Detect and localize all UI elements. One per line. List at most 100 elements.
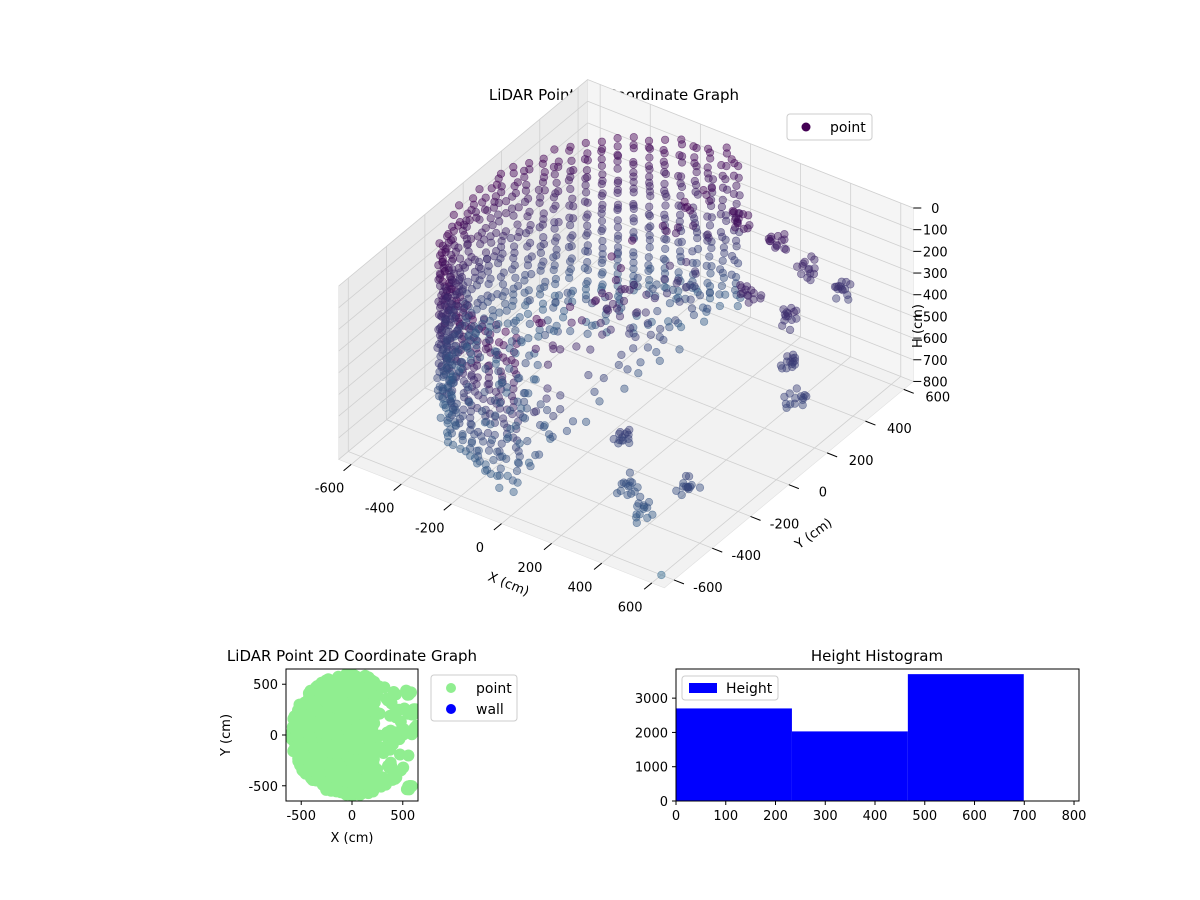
histogram-xtick-label: 600 xyxy=(962,809,987,824)
plot-3d-point xyxy=(613,142,622,151)
plot-3d-point xyxy=(661,226,670,235)
plot-3d-point xyxy=(509,162,518,172)
plot-2d-point xyxy=(322,781,335,794)
plot-3d-point xyxy=(450,269,459,278)
plot-2d-xlabel: X (cm) xyxy=(331,831,374,846)
plot-3d-gridline-z xyxy=(587,144,914,274)
plot-3d-point xyxy=(446,397,455,406)
plot-3d-point xyxy=(536,248,546,257)
plot-3d-point xyxy=(499,231,508,241)
plot-3d-point xyxy=(733,259,743,268)
plot-3d-point xyxy=(490,430,499,440)
plot-3d-point xyxy=(457,364,466,373)
plot-3d-point xyxy=(481,345,490,354)
plot-3d-zlabel: H (cm) xyxy=(911,304,926,348)
plot-3d-point xyxy=(448,372,457,381)
plot-3d-point xyxy=(597,179,606,189)
plot-3d-point xyxy=(645,231,654,240)
plot-3d-ytick xyxy=(826,452,838,458)
plot-3d-point xyxy=(475,215,484,224)
plot-3d-point xyxy=(644,136,654,145)
plot-3d-point xyxy=(475,257,484,267)
plot-3d-xtick xyxy=(593,562,603,570)
plot-3d-point xyxy=(580,155,590,164)
plot-3d-point xyxy=(676,226,686,236)
plot-2d-point xyxy=(349,723,362,736)
plot-2d-ytick-label: 500 xyxy=(253,678,278,693)
plot-3d-point xyxy=(565,273,574,283)
plot-3d-point xyxy=(785,389,794,398)
plot-3d-point xyxy=(498,249,507,258)
histogram-bar xyxy=(791,731,908,801)
plot-3d-point xyxy=(549,326,559,336)
plot-3d-point xyxy=(442,302,451,311)
plot-3d-point xyxy=(492,355,501,364)
plot-3d-point xyxy=(463,277,473,286)
plot-3d-point xyxy=(461,318,471,327)
plot-3d-point xyxy=(629,251,638,261)
plot-3d-point xyxy=(520,288,529,297)
plot-3d-point xyxy=(475,185,484,194)
plot-3d-gridline-y xyxy=(463,355,789,486)
plot-2d-point xyxy=(368,675,381,688)
plot-3d-point xyxy=(645,211,655,221)
plot-3d-point xyxy=(718,268,727,277)
plot-3d-point xyxy=(613,188,622,197)
plot-3d-point xyxy=(643,343,653,352)
histogram-xtick-label: 500 xyxy=(912,809,937,824)
plot-3d-point xyxy=(581,285,591,294)
plot-3d-point xyxy=(486,214,495,223)
plot-3d-point xyxy=(529,375,539,384)
plot-3d-point xyxy=(764,234,773,243)
plot-3d-point xyxy=(715,301,725,311)
plot-3d-xtick-label: 400 xyxy=(568,581,593,596)
plot-3d-ticks: -600 -400 -200 0 200 400 600 -600 -400 -200 0 200 40… xyxy=(315,202,950,615)
plot-3d-ytick-label: 600 xyxy=(925,390,950,405)
plot-3d-point xyxy=(535,421,545,430)
plot-3d-point xyxy=(540,186,549,195)
histogram-ytick-label: 3000 xyxy=(635,692,668,707)
plot-3d-point xyxy=(458,358,467,367)
plot-3d-point xyxy=(613,255,622,264)
plot-3d-gridline-z xyxy=(587,100,914,231)
plot-3d-point xyxy=(629,133,638,142)
plot-3d-point xyxy=(435,239,444,248)
plot-3d-ytick xyxy=(865,420,876,426)
plot-3d-point xyxy=(597,282,606,292)
plot-3d-point xyxy=(535,319,544,328)
plot-3d-point xyxy=(566,327,575,336)
plot-3d-point xyxy=(564,243,574,252)
histogram-xtick-label: 700 xyxy=(1012,809,1037,824)
plot-3d-point xyxy=(777,364,787,373)
plot-3d-point xyxy=(607,252,616,261)
plot-3d-point xyxy=(471,208,481,217)
plot-3d-point xyxy=(652,348,661,357)
plot-3d-point xyxy=(664,317,673,326)
plot-3d-point xyxy=(703,230,712,239)
plot-3d-point xyxy=(732,181,741,190)
plot-3d-point xyxy=(494,198,503,207)
plot-2d-point-layer xyxy=(286,669,418,801)
plot-3d-point xyxy=(438,394,447,403)
plot-3d-point xyxy=(757,291,766,300)
plot-3d-point xyxy=(455,345,464,354)
plot-3d-point xyxy=(463,344,472,353)
plot-3d-point xyxy=(496,254,505,263)
plot-3d-point xyxy=(721,235,730,244)
plot-3d-point xyxy=(465,337,474,346)
plot-2d-point xyxy=(367,742,380,755)
plot-3d-point xyxy=(689,221,698,230)
plot-3d-point xyxy=(597,204,607,213)
plot-3d-point xyxy=(549,205,558,214)
plot-3d-point xyxy=(699,186,708,195)
plot-3d-point xyxy=(625,425,634,435)
plot-3d-point xyxy=(626,477,635,486)
plot-3d-point xyxy=(643,513,652,523)
plot-3d-point xyxy=(645,243,654,252)
plot-3d-point xyxy=(622,428,632,437)
plot-3d-point xyxy=(525,207,534,216)
plot-3d-point xyxy=(675,297,684,306)
plot-3d-point xyxy=(677,490,686,500)
plot-3d-point xyxy=(584,371,593,380)
